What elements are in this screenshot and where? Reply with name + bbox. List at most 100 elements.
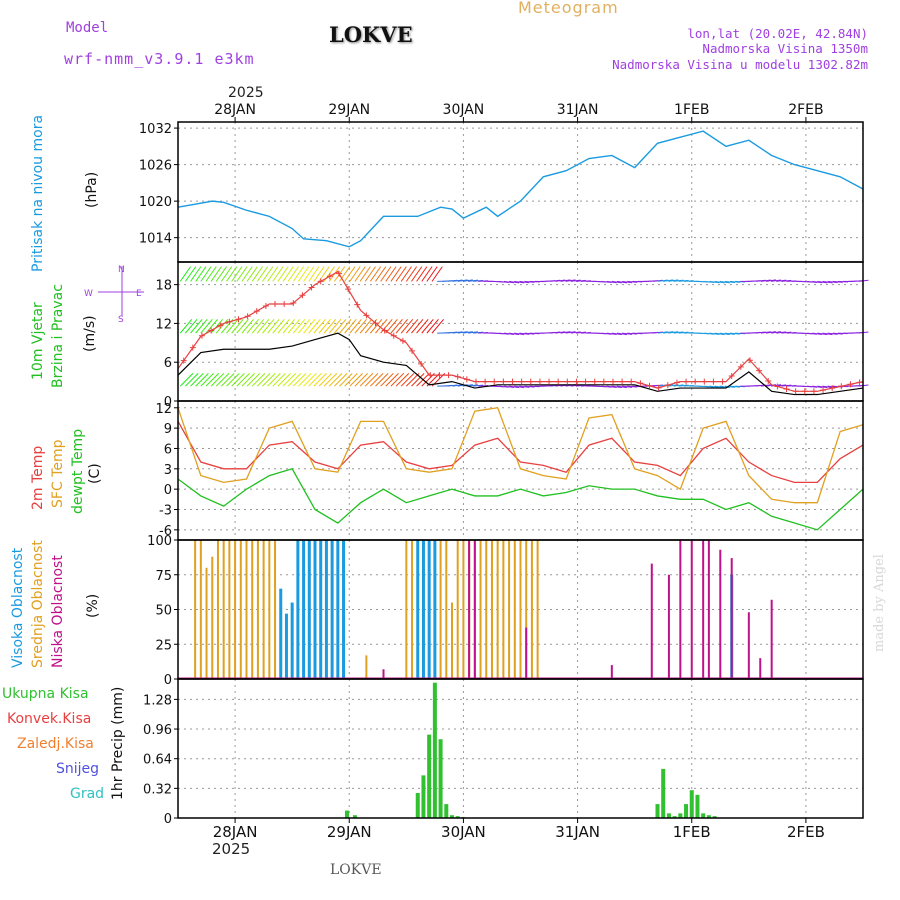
day-label-top: 29JAN <box>328 102 370 118</box>
cloud-mid-bar <box>262 540 265 679</box>
precip-bar <box>672 816 677 818</box>
gust-marker <box>783 386 790 393</box>
precip-bar <box>701 813 706 818</box>
gust-marker <box>208 327 215 334</box>
wind-arrow <box>719 280 730 284</box>
wind-arrow <box>318 319 331 334</box>
wind-arrow <box>812 280 823 284</box>
wind-arrow <box>519 280 530 284</box>
wind-arrow <box>832 280 843 283</box>
gust-marker <box>701 378 708 385</box>
precip-bar <box>655 804 660 818</box>
wind-arrow <box>678 279 689 282</box>
gust-marker <box>737 363 744 370</box>
wind-arrow <box>714 385 725 389</box>
cloud-mid-bar <box>256 540 259 679</box>
wind-arrow <box>200 319 213 334</box>
wind-arrow <box>678 331 689 334</box>
wind-arrow <box>411 266 423 282</box>
wind-arrow <box>313 266 325 282</box>
wind-arrow <box>246 266 258 282</box>
wind-arrow <box>827 280 838 284</box>
gust-marker <box>628 378 635 385</box>
cloud-low-bar <box>679 540 682 679</box>
cloud-mid-bar <box>251 540 254 679</box>
y-tick-label: 100 <box>147 534 172 549</box>
gust-marker <box>673 379 680 386</box>
wind-arrow <box>822 385 833 389</box>
gust-marker <box>491 378 498 385</box>
wind-arrow <box>292 319 306 334</box>
wind-arrow <box>241 319 254 334</box>
wind-arrow <box>215 373 230 387</box>
wind-arrow <box>210 373 225 387</box>
wind-arrow <box>210 266 222 282</box>
wind-arrow <box>462 384 473 387</box>
cloud-low-bar <box>719 549 722 679</box>
cloud-low-bar <box>650 563 653 679</box>
legend-convective: Konvek.Kisa <box>7 711 92 727</box>
wind-arrow <box>519 332 530 335</box>
cloud-mid-bar <box>519 540 522 679</box>
wind-arrow <box>416 319 429 334</box>
cloud-high-bar <box>336 540 340 679</box>
wind-arrow <box>272 319 285 334</box>
precip-bar <box>444 804 449 818</box>
wind-arrow <box>421 266 433 282</box>
wind-arrow <box>827 332 838 335</box>
wind-arrow <box>298 319 311 334</box>
product-title: Meteogram <box>518 0 619 17</box>
wind-arrow <box>298 266 310 282</box>
wind-arrow <box>714 280 725 284</box>
cloud-mid-bar <box>456 540 459 679</box>
precip-bar <box>666 813 671 818</box>
cloud-low-bar <box>473 540 476 679</box>
wind-arrow <box>760 331 771 334</box>
wind-arrow <box>765 279 777 282</box>
gust-marker <box>810 388 817 395</box>
wind-arrow <box>195 266 207 282</box>
wind-arrow <box>467 279 479 282</box>
wind-arrow <box>611 385 622 389</box>
cloud-mid-bar <box>530 540 533 679</box>
wind-arrow <box>514 385 525 389</box>
wind-arrow <box>200 373 214 387</box>
legend-graupel: Grad <box>70 786 105 802</box>
wind-arrow <box>226 319 239 334</box>
wind-arrow <box>524 385 535 388</box>
wind-arrow <box>709 332 720 335</box>
precip-bar <box>684 804 689 818</box>
day-label-top: 1FEB <box>674 102 709 118</box>
wind-arrow <box>524 280 535 283</box>
wind-arrow <box>385 373 399 387</box>
cloud-high-bar <box>313 540 317 679</box>
gust-marker <box>372 320 379 327</box>
legend-snow: Snijeg <box>56 761 100 777</box>
wind-arrow <box>390 266 402 282</box>
wind-arrow <box>267 319 280 334</box>
gust-marker <box>326 273 333 280</box>
wind-arrow <box>334 319 347 334</box>
gust-marker <box>418 360 425 367</box>
wind-arrow <box>627 280 638 283</box>
wind-arrow <box>226 373 240 387</box>
wind-arrow <box>385 319 398 334</box>
wind-arrow <box>179 266 192 282</box>
wind-arrow <box>555 331 566 334</box>
wind-arrow <box>364 266 376 282</box>
wind-arrow <box>457 384 468 387</box>
y-tick-label: 1026 <box>139 159 172 174</box>
wind-arrow <box>246 373 261 387</box>
gust-marker <box>710 378 717 385</box>
precip-bar <box>706 815 711 818</box>
day-label-top: 31JAN <box>557 102 599 118</box>
cloud-mid-bar <box>194 540 197 679</box>
wind-arrow <box>452 384 463 387</box>
wind-arrow <box>724 280 735 284</box>
gust-marker <box>847 381 854 388</box>
cloud-mid-bar <box>211 556 214 679</box>
wind-arrow <box>411 319 424 334</box>
precip-bar <box>432 682 437 818</box>
wind-arrow <box>256 319 270 334</box>
cloud-low-bar <box>707 540 710 679</box>
